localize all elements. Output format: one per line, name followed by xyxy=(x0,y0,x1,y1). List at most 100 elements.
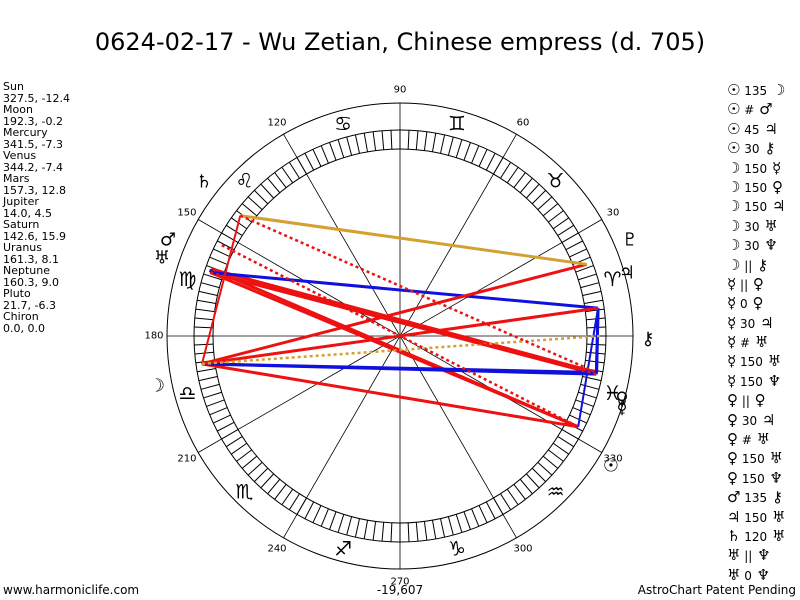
degree-tick xyxy=(288,493,300,511)
aspect-planet-b: ♆ xyxy=(764,468,783,487)
degree-tick xyxy=(431,133,437,152)
aspect-type: 30 xyxy=(738,413,758,428)
aspect-planet-a: ♄ xyxy=(727,526,741,545)
degree-tick xyxy=(225,224,243,236)
zodiac-glyph: ♋ xyxy=(334,111,352,135)
aspect-planet-a: ☉ xyxy=(727,139,741,158)
aspect-type: || xyxy=(740,549,753,564)
degree-tick xyxy=(247,461,263,476)
aspect-planet-a: ☽ xyxy=(727,158,741,177)
degree-tick xyxy=(390,130,393,150)
aspect-planet-a: ☿ xyxy=(727,352,737,371)
degree-tick xyxy=(578,273,597,281)
sun-icon: ☉ xyxy=(603,456,619,477)
aspect-planet-b: ♆ xyxy=(759,236,778,255)
degree-tick xyxy=(569,248,587,258)
planet-name: Uranus xyxy=(3,241,42,254)
planet-name: Venus xyxy=(3,149,37,162)
aspect-row: ☉ 45 ♃ xyxy=(727,120,785,139)
degree-label: 240 xyxy=(267,544,286,555)
aspect-planet-a: ☽ xyxy=(727,255,741,274)
aspect-row: ☽ 150 ♃ xyxy=(727,197,785,216)
aspect-planet-a: ♀ xyxy=(727,449,738,468)
aspect-planet-b: ♅ xyxy=(750,333,769,352)
aspect-type: 150 xyxy=(738,471,765,486)
degree-tick xyxy=(485,153,496,171)
zodiac-glyph: ♒ xyxy=(547,480,565,504)
degree-tick xyxy=(200,282,220,289)
degree-tick xyxy=(439,518,446,538)
degree-tick xyxy=(485,501,496,519)
degree-tick xyxy=(209,256,228,265)
aspect-planet-b: ♅ xyxy=(751,430,771,449)
aspect-planet-b: ♃ xyxy=(755,313,774,332)
degree-tick xyxy=(407,130,410,150)
aspect-row: ☉ 30 ⚷ xyxy=(727,139,785,158)
aspect-line xyxy=(211,267,598,374)
saturn-icon: ♄ xyxy=(196,172,212,193)
degree-tick xyxy=(423,521,428,541)
degree-tick xyxy=(198,290,218,297)
aspect-row: ♅ || ♆ xyxy=(727,546,785,565)
aspect-planet-b: ♀ xyxy=(767,177,783,196)
degree-tick xyxy=(506,166,519,184)
degree-tick xyxy=(329,511,337,530)
planet-coords: 21.7, -6.3 xyxy=(3,298,56,312)
planet-name: Mars xyxy=(3,172,30,185)
aspect-planet-a: ♀ xyxy=(727,430,738,449)
degree-tick xyxy=(267,177,281,194)
degree-tick xyxy=(241,203,258,217)
degree-tick xyxy=(407,522,410,542)
degree-tick xyxy=(320,508,329,527)
aspect-row: ♂ 135 ⚷ xyxy=(727,488,785,507)
degree-tick xyxy=(455,514,463,533)
degree-tick xyxy=(230,442,248,455)
degree-tick xyxy=(542,455,559,469)
degree-label: 210 xyxy=(177,454,196,465)
degree-tick xyxy=(537,461,553,476)
aspect-planet-b: ♅ xyxy=(759,216,778,235)
aspect-row: ☽ 150 ☿ xyxy=(727,159,785,178)
zodiac-glyph: ♌ xyxy=(235,168,253,192)
aspect-type: 30 xyxy=(740,142,760,157)
planet-coords: 157.3, 12.8 xyxy=(3,183,66,197)
aspect-planet-a: ☉ xyxy=(727,100,741,119)
aspect-type: 30 xyxy=(740,219,760,234)
planet-coords: 0.0, 0.0 xyxy=(3,321,45,335)
planet-coords: 14.0, 4.5 xyxy=(3,206,52,220)
degree-tick xyxy=(582,290,602,297)
aspect-planet-a: ♀ xyxy=(727,410,738,429)
aspect-planet-b: ♅ xyxy=(762,352,782,371)
degree-tick xyxy=(194,326,214,329)
degree-tick xyxy=(513,484,526,500)
degree-tick xyxy=(213,414,231,424)
degree-tick xyxy=(575,265,594,273)
degree-tick xyxy=(346,516,353,536)
aspect-type: 0 xyxy=(736,297,748,312)
degree-tick xyxy=(236,449,252,462)
degree-tick xyxy=(274,484,287,500)
degree-tick xyxy=(200,383,220,390)
aspect-planet-b: ♅ xyxy=(764,449,783,468)
aspect-row: ☿ 150 ♆ xyxy=(727,372,785,391)
aspect-line xyxy=(595,308,600,373)
aspect-line xyxy=(210,271,599,310)
degree-tick xyxy=(267,478,281,495)
degree-tick xyxy=(580,383,600,390)
degree-tick xyxy=(525,473,540,489)
aspect-type: 120 xyxy=(740,529,768,544)
aspect-row: ☽ 150 ♀ xyxy=(727,178,785,197)
degree-tick xyxy=(194,317,214,321)
degree-tick xyxy=(213,248,231,258)
degree-tick xyxy=(552,217,570,230)
degree-tick xyxy=(552,442,570,455)
degree-tick xyxy=(447,136,454,156)
planet-coords: 341.5, -7.3 xyxy=(3,137,63,151)
aspect-planet-b: ⚷ xyxy=(759,139,776,158)
degree-tick xyxy=(500,493,512,511)
planet-name: Saturn xyxy=(3,218,40,231)
aspect-type: 150 xyxy=(738,452,765,467)
degree-label: 60 xyxy=(517,117,530,128)
aspect-row: ☉ 135 ☽ xyxy=(727,81,785,100)
degree-tick xyxy=(531,189,547,205)
